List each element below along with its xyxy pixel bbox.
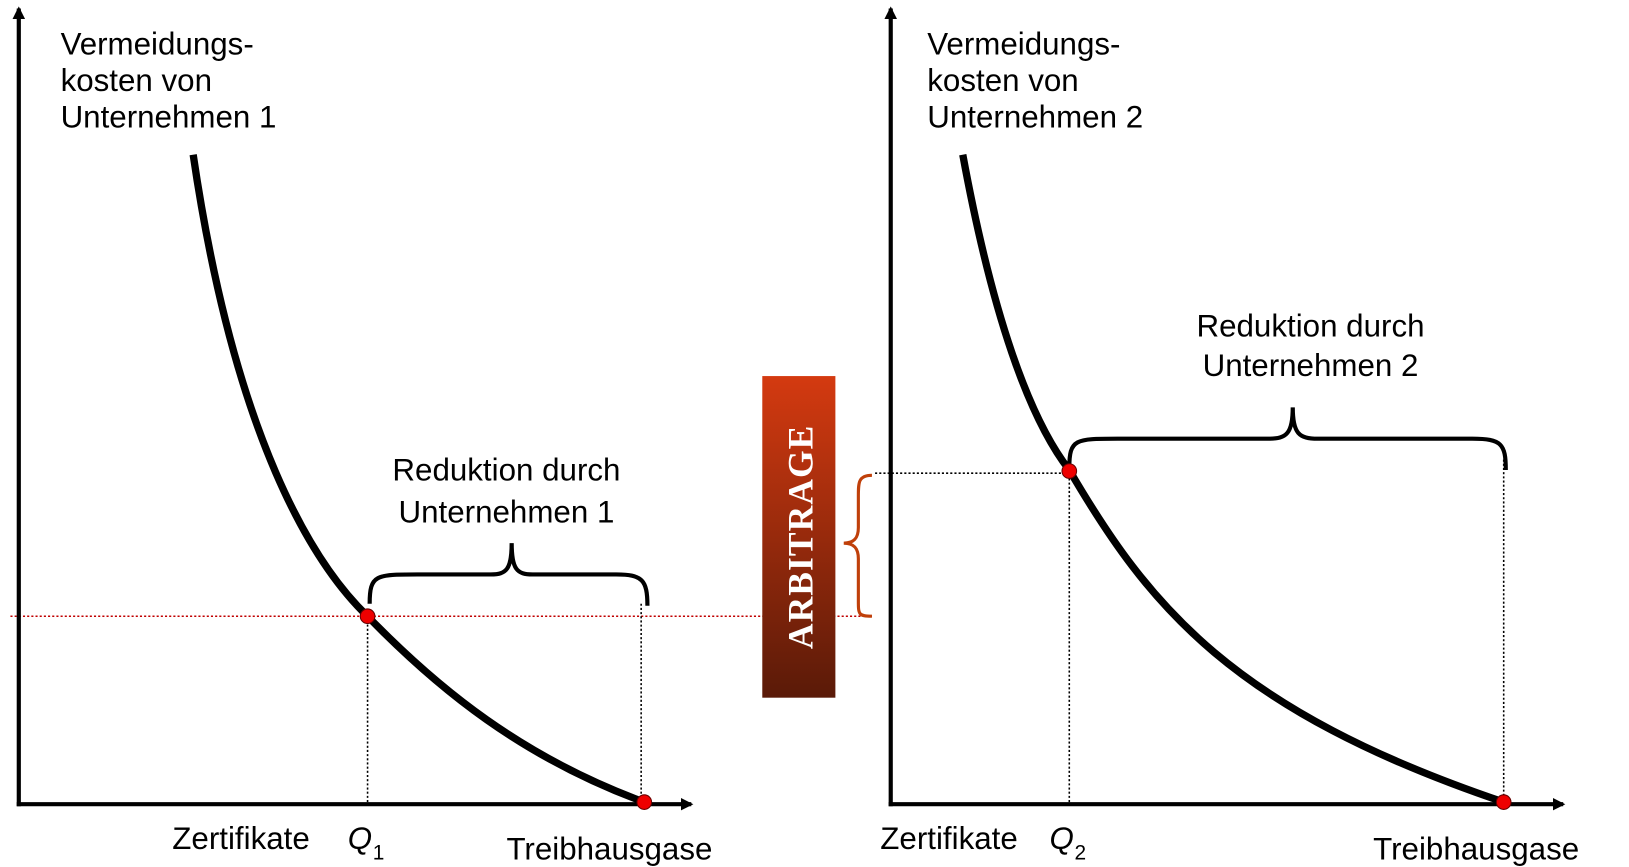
quantity-symbol: Q	[1049, 821, 1073, 856]
arbitrage-brace	[843, 473, 873, 618]
quantity-index: 2	[1075, 842, 1087, 865]
quantity-index: 1	[373, 842, 385, 865]
x-label: Zertifikate	[172, 821, 309, 856]
brace	[1067, 407, 1508, 471]
cost-curve	[959, 154, 1505, 806]
point	[1495, 794, 1512, 810]
y-axis-label: Unternehmen 1	[61, 100, 277, 135]
point	[359, 608, 376, 625]
x-axis-label: Treibhausgase	[1373, 832, 1579, 867]
quantity-symbol: Q	[348, 821, 372, 856]
brace-label: Unternehmen 2	[1203, 348, 1419, 383]
y-axis-label: Vermeidungs-	[61, 26, 254, 61]
arbitrage-label: ARBITRAGE	[780, 425, 820, 649]
x-label: Zertifikate	[880, 821, 1017, 856]
brace-label: Reduktion durch	[392, 452, 620, 487]
y-axis-label: kosten von	[61, 63, 212, 98]
brace-label: Reduktion durch	[1196, 308, 1424, 343]
cost-curve	[189, 154, 646, 806]
point	[1061, 463, 1078, 479]
brace-label: Unternehmen 1	[399, 494, 615, 529]
arbitrage-box	[762, 376, 836, 698]
point	[636, 794, 653, 810]
x-axis-label: Treibhausgase	[506, 832, 712, 867]
y-axis-label: kosten von	[927, 63, 1078, 98]
y-axis-label: Vermeidungs-	[927, 26, 1120, 61]
brace	[367, 543, 650, 606]
y-axis-label: Unternehmen 2	[927, 100, 1143, 135]
